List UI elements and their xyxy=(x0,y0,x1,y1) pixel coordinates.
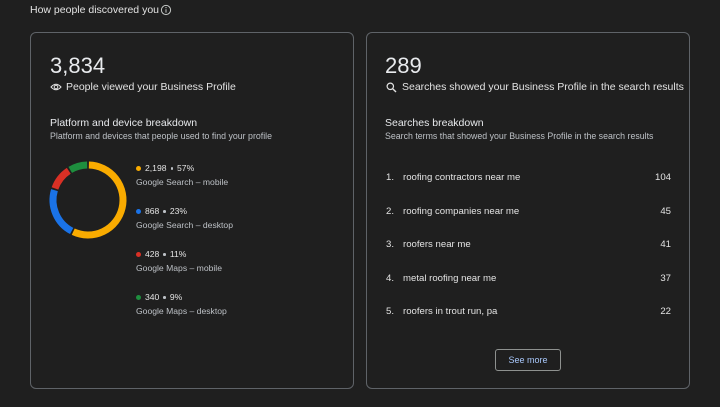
searches-title: Searches breakdown xyxy=(385,117,484,129)
rank: 3. xyxy=(386,239,395,250)
percent: 23% xyxy=(169,206,188,216)
search-term: roofers near me xyxy=(403,239,471,250)
rank: 1. xyxy=(386,172,395,183)
searches-subtitle: Search terms that showed your Business P… xyxy=(385,131,654,141)
donut-segment xyxy=(71,161,127,239)
percent: 9% xyxy=(169,292,183,302)
legend-name: Google Maps – desktop xyxy=(136,306,227,316)
search-count: 41 xyxy=(660,239,671,250)
see-more-button[interactable]: See more xyxy=(495,349,561,371)
rank: 5. xyxy=(386,306,395,317)
legend-value: 340 9% xyxy=(145,292,182,302)
separator xyxy=(170,167,174,170)
searches-total: 289 xyxy=(385,53,422,78)
legend-name: Google Search – desktop xyxy=(136,220,233,230)
count: 2,198 xyxy=(145,163,167,173)
donut-segment xyxy=(49,189,74,235)
legend-dot xyxy=(136,295,141,300)
percent: 11% xyxy=(169,249,187,259)
search-term: metal roofing near me xyxy=(403,272,497,284)
rank: 2. xyxy=(386,205,395,217)
legend-dot xyxy=(136,166,141,171)
donut-segment xyxy=(68,161,88,173)
views-total: 3,834 xyxy=(50,53,106,78)
search-term: roofing companies near me xyxy=(403,205,520,217)
eye-icon xyxy=(50,83,62,91)
search-count: 104 xyxy=(654,172,671,183)
breakdown-title: Platform and device breakdown xyxy=(50,117,198,129)
legend-dot xyxy=(136,252,141,257)
search-term: roofers in trout run, pa xyxy=(403,306,498,317)
breakdown-subtitle: Platform and devices that people used to… xyxy=(50,131,273,141)
searches-card xyxy=(366,32,690,389)
separator xyxy=(163,296,166,299)
count: 428 xyxy=(145,249,160,259)
rank: 4. xyxy=(386,272,395,284)
views-caption: People viewed your Business Profile xyxy=(66,81,236,93)
search-count: 22 xyxy=(660,306,671,317)
donut-chart xyxy=(49,161,127,239)
legend-value: 428 11% xyxy=(145,249,186,259)
legend-name: Google Search – mobile xyxy=(136,177,229,187)
searches-caption: Searches showed your Business Profile in… xyxy=(402,81,684,93)
legend-dot xyxy=(136,209,141,214)
count: 868 xyxy=(145,206,160,216)
section-title: How people discovered you xyxy=(30,4,159,16)
search-term: roofing contractors near me xyxy=(403,172,521,183)
info-icon[interactable] xyxy=(160,4,172,16)
legend-value: 868 23% xyxy=(145,206,187,216)
count: 340 xyxy=(145,292,160,302)
legend-name: Google Maps – mobile xyxy=(136,263,222,273)
percent: 57% xyxy=(177,163,195,173)
separator xyxy=(163,253,166,256)
search-count: 45 xyxy=(660,205,671,217)
views-card xyxy=(30,32,354,389)
search-count: 37 xyxy=(660,272,671,284)
donut-segment xyxy=(51,167,71,190)
legend-value: 2,198 57% xyxy=(145,163,194,173)
separator xyxy=(163,210,166,213)
search-icon xyxy=(386,82,397,93)
